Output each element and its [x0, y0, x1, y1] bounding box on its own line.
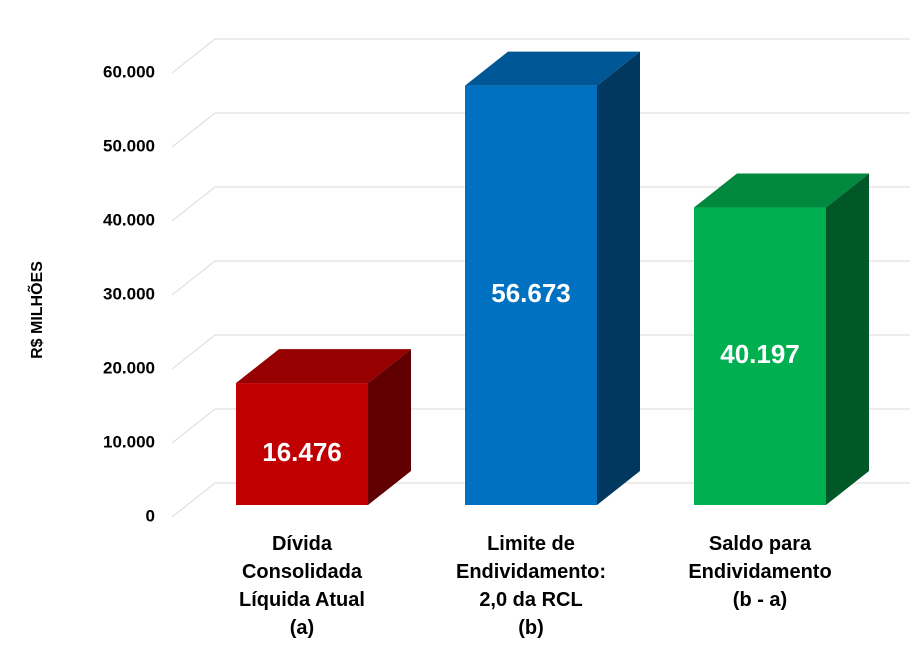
bar — [236, 383, 368, 505]
y-tick-label: 60.000 — [103, 62, 155, 81]
y-tick-label: 20.000 — [103, 358, 155, 377]
grid-line — [171, 482, 910, 518]
y-axis-label: R$ MILHÕES — [26, 261, 46, 359]
bar-side — [368, 349, 411, 505]
bar-top — [694, 173, 869, 208]
value-label: 56.673 — [491, 278, 571, 308]
value-label: 40.197 — [720, 339, 800, 369]
bar-side — [597, 51, 640, 505]
y-tick-label: 0 — [146, 506, 155, 525]
y-tick-label: 50.000 — [103, 136, 155, 155]
grid-line — [171, 112, 910, 148]
value-label: 16.476 — [262, 437, 342, 467]
grid-line — [171, 408, 910, 444]
bar — [694, 207, 826, 505]
bar — [465, 85, 597, 505]
x-tick-label: Dívida Consolidada Líquida Atual (a) — [239, 533, 365, 639]
bar-side — [826, 173, 869, 505]
y-tick-label: 10.000 — [103, 432, 155, 451]
bar-top — [465, 51, 640, 86]
y-tick-label: 30.000 — [103, 284, 155, 303]
grid-line — [171, 186, 910, 222]
grid-line — [171, 38, 910, 74]
grid-line — [171, 334, 910, 370]
y-tick-label: 40.000 — [103, 210, 155, 229]
x-tick-label: Limite de Endividamento: 2,0 da RCL (b) — [455, 533, 606, 639]
bar-top — [236, 349, 411, 384]
x-tick-label: Saldo para Endividamento (b - a) — [688, 533, 832, 611]
grid-line — [171, 260, 910, 296]
